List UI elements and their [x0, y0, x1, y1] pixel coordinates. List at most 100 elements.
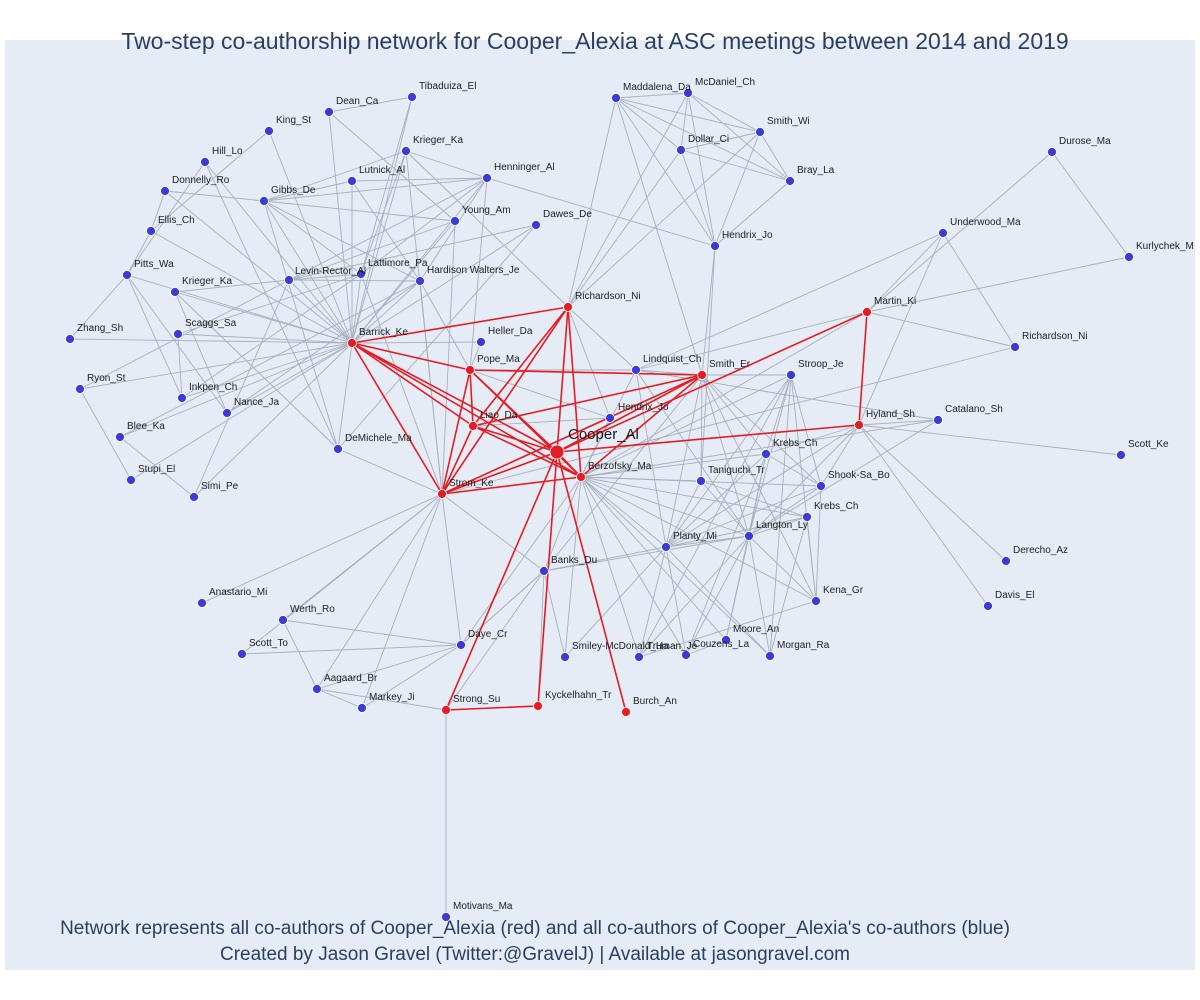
node-morgan-ra[interactable]: [765, 651, 775, 661]
node-heller-da[interactable]: [476, 337, 486, 347]
second-step-edge-barrick-ke-dean-ca: [328, 111, 353, 344]
node-werth-ro[interactable]: [278, 615, 288, 625]
node-derecho-az[interactable]: [1001, 556, 1011, 566]
node-liao-da[interactable]: [468, 421, 478, 431]
node-martin-ki[interactable]: [862, 307, 872, 317]
node-hendrix-jo[interactable]: [605, 413, 615, 423]
node-label-lutnick-al: Lutnick_Al: [359, 165, 405, 176]
second-step-edge-henninger-al-pope-ma: [469, 177, 488, 371]
node-cooper-al[interactable]: [549, 444, 565, 460]
second-step-edge-richardson-ni-hendrix-jo: [567, 306, 611, 419]
node-levin-rector-al[interactable]: [284, 275, 294, 285]
second-step-edge-taniguchi-tr-krebs-ch: [700, 480, 808, 518]
second-step-edge-krieger-ka-demichele-ma: [174, 291, 339, 450]
node-dollar-ci[interactable]: [676, 145, 686, 155]
node-hyland-sh[interactable]: [854, 420, 864, 430]
node-hill-lo[interactable]: [200, 157, 210, 167]
second-step-edge-barrick-ke-young-am: [351, 220, 456, 344]
node-label-cooper-al: Cooper_Al: [568, 426, 639, 443]
node-banks-du[interactable]: [539, 566, 549, 576]
node-inkpen-ch[interactable]: [177, 393, 187, 403]
node-aagaard-br[interactable]: [312, 684, 322, 694]
node-label-inkpen-ch: Inkpen_Ch: [189, 382, 237, 393]
node-daye-cr[interactable]: [456, 640, 466, 650]
node-tibaduiza-el[interactable]: [407, 92, 417, 102]
node-dean-ca[interactable]: [324, 107, 334, 117]
second-step-edge-langton-ly-couzens-la: [685, 535, 750, 656]
node-stupi-el[interactable]: [126, 475, 136, 485]
node-couzens-la[interactable]: [681, 650, 691, 660]
node-ellis-ch[interactable]: [146, 226, 156, 236]
node-kena-gr[interactable]: [811, 596, 821, 606]
node-lutnick-al[interactable]: [347, 176, 357, 186]
node-anastario-mi[interactable]: [197, 598, 207, 608]
coauthor-edge-cooper-al-kyckelhahn-tr: [537, 451, 558, 707]
node-young-am[interactable]: [450, 216, 460, 226]
node-lindquist-ch[interactable]: [631, 365, 641, 375]
second-step-edge-martin-ki-richardson-ni: [866, 311, 1016, 348]
node-label-krebs-ch: Krebs_Ch: [773, 438, 817, 449]
node-kurlychek-m[interactable]: [1124, 252, 1134, 262]
node-planty-mi[interactable]: [661, 542, 671, 552]
node-langton-ly[interactable]: [744, 531, 754, 541]
node-markey-ji[interactable]: [357, 703, 367, 713]
second-step-edge-barrick-ke-inkpen-ch: [181, 342, 353, 399]
node-truman-je[interactable]: [634, 652, 644, 662]
node-catalano-sh[interactable]: [933, 415, 943, 425]
node-richardson-ni[interactable]: [563, 302, 573, 312]
node-maddalena-da[interactable]: [611, 93, 621, 103]
second-step-edge-berzofsky-ma-hendrix-jo: [580, 417, 611, 478]
node-scott-to[interactable]: [237, 649, 247, 659]
second-step-edge-bray-la-hendrix-jo: [714, 180, 791, 247]
node-demichele-ma[interactable]: [333, 444, 343, 454]
node-lattimore-pa[interactable]: [356, 269, 366, 279]
second-step-edge-strom-ke-richardson-ni: [441, 346, 1016, 495]
node-pope-ma[interactable]: [465, 365, 475, 375]
node-king-st[interactable]: [264, 126, 274, 136]
node-stroop-je[interactable]: [786, 370, 796, 380]
node-barrick-ke[interactable]: [347, 338, 357, 348]
node-durose-ma[interactable]: [1047, 147, 1057, 157]
node-berzofsky-ma[interactable]: [576, 472, 586, 482]
node-scott-ke[interactable]: [1116, 450, 1126, 460]
node-moore-an[interactable]: [721, 635, 731, 645]
node-strong-su[interactable]: [441, 705, 451, 715]
second-step-edge-barrick-ke-demichele-ma: [337, 342, 353, 450]
node-pitts-wa[interactable]: [122, 270, 132, 280]
second-step-edge-lutnick-al-henninger-al: [351, 177, 488, 182]
node-scaggs-sa[interactable]: [173, 329, 183, 339]
node-donnelly-ro[interactable]: [160, 186, 170, 196]
node-hardison-walters-je[interactable]: [415, 276, 425, 286]
node-henninger-al[interactable]: [482, 173, 492, 183]
node-krieger-ka[interactable]: [401, 146, 411, 156]
node-bray-la[interactable]: [785, 176, 795, 186]
node-krebs-ch[interactable]: [761, 449, 771, 459]
second-step-edge-berzofsky-ma-kena-gr: [580, 476, 817, 602]
coauthor-edge-pope-ma-strom-ke: [441, 369, 471, 495]
second-step-edge-barrick-ke-zhang-sh: [69, 338, 353, 344]
node-nance-ja[interactable]: [222, 408, 232, 418]
node-burch-an[interactable]: [621, 707, 631, 717]
node-davis-el[interactable]: [983, 601, 993, 611]
node-kyckelhahn-tr[interactable]: [533, 701, 543, 711]
node-gibbs-de[interactable]: [259, 196, 269, 206]
node-ryon-st[interactable]: [75, 384, 85, 394]
node-blee-ka[interactable]: [115, 432, 125, 442]
node-smiley-mcdonald-ha[interactable]: [560, 652, 570, 662]
node-hendrix-jo[interactable]: [710, 241, 720, 251]
node-smith-er[interactable]: [697, 370, 707, 380]
node-mcdaniel-ch[interactable]: [683, 88, 693, 98]
node-zhang-sh[interactable]: [65, 334, 75, 344]
node-underwood-ma[interactable]: [938, 228, 948, 238]
node-strom-ke[interactable]: [437, 489, 447, 499]
node-krieger-ka[interactable]: [170, 287, 180, 297]
node-smith-wi[interactable]: [755, 127, 765, 137]
node-label-hardison-walters-je: Hardison Walters_Je: [427, 265, 520, 276]
node-shook-sa-bo[interactable]: [816, 481, 826, 491]
node-taniguchi-tr[interactable]: [696, 476, 706, 486]
node-motivans-ma[interactable]: [441, 912, 451, 922]
node-simi-pe[interactable]: [189, 492, 199, 502]
node-dawes-de[interactable]: [531, 220, 541, 230]
node-krebs-ch[interactable]: [802, 512, 812, 522]
node-richardson-ni[interactable]: [1010, 342, 1020, 352]
